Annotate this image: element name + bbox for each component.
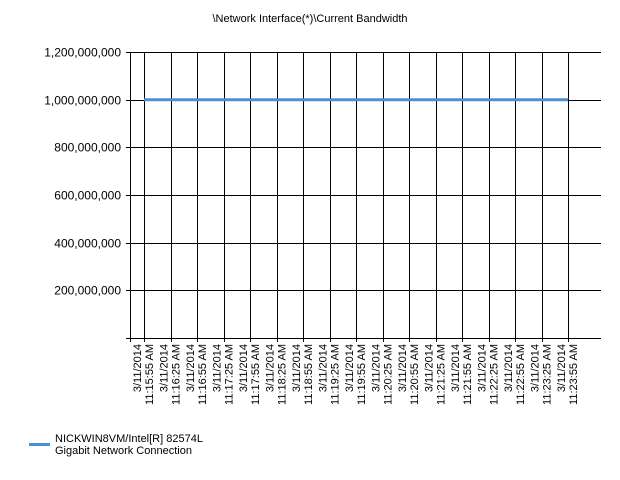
x-tick-date: 3/11/2014 xyxy=(397,344,409,392)
x-tick-label: 3/11/2014 11:16:55 AM xyxy=(185,344,209,405)
y-tick-label: 1,000,000,000 xyxy=(44,94,121,108)
x-tick-label: 3/11/2014 11:17:55 AM xyxy=(238,344,262,405)
x-tick-time: 11:20:55 AM xyxy=(409,344,421,405)
y-tick-label: 200,000,000 xyxy=(54,284,121,298)
x-tick-label: 3/11/2014 11:16:25 AM xyxy=(159,344,183,405)
x-tick-label: 3/11/2014 11:20:25 AM xyxy=(371,344,395,405)
x-tick-time: 11:22:25 AM xyxy=(489,344,501,405)
x-tick-time: 11:23:25 AM xyxy=(542,344,554,405)
x-tick-date: 3/11/2014 xyxy=(344,344,356,392)
x-tick-date: 3/11/2014 xyxy=(318,344,330,392)
y-tick-label: 600,000,000 xyxy=(54,189,121,203)
x-tick-label: 3/11/2014 11:19:25 AM xyxy=(318,344,342,405)
x-tick-time: 11:22:55 AM xyxy=(515,344,527,405)
x-tick-label: 3/11/2014 11:18:25 AM xyxy=(265,344,289,405)
x-tick-date: 3/11/2014 xyxy=(556,344,568,392)
x-tick-time: 11:17:25 AM xyxy=(224,344,236,405)
grid-lines xyxy=(126,52,601,342)
legend-swatch xyxy=(29,443,50,446)
x-tick-label: 3/11/2014 11:18:55 AM xyxy=(291,344,315,405)
x-tick-time: 11:18:55 AM xyxy=(303,344,315,405)
x-tick-time: 11:20:25 AM xyxy=(383,344,395,405)
legend: NICKWIN8VM/Intel[R] 82574L Gigabit Netwo… xyxy=(29,433,329,463)
chart-title: \Network Interface(*)\Current Bandwidth xyxy=(212,13,408,25)
y-tick-label: 400,000,000 xyxy=(54,237,121,251)
x-tick-time: 11:16:25 AM xyxy=(171,344,183,405)
x-tick-time: 11:23:55 AM xyxy=(568,344,580,405)
x-tick-time: 11:16:55 AM xyxy=(197,344,209,405)
x-tick-label: 3/11/2014 11:19:55 AM xyxy=(344,344,368,405)
x-tick-date: 3/11/2014 xyxy=(132,344,144,392)
x-tick-date: 3/11/2014 xyxy=(477,344,489,392)
x-tick-date: 3/11/2014 xyxy=(503,344,515,392)
x-tick-date: 3/11/2014 xyxy=(265,344,277,392)
axes xyxy=(126,52,601,342)
x-tick-date: 3/11/2014 xyxy=(424,344,436,392)
x-tick-date: 3/11/2014 xyxy=(530,344,542,392)
y-tick-label: 1,200,000,000 xyxy=(44,46,121,60)
x-tick-time: 11:15:55 AM xyxy=(144,344,156,405)
x-tick-label: 3/11/2014 11:23:25 AM xyxy=(530,344,554,405)
x-tick-date: 3/11/2014 xyxy=(291,344,303,392)
x-tick-date: 3/11/2014 xyxy=(185,344,197,392)
y-tick-label: 800,000,000 xyxy=(54,141,121,155)
x-tick-label: 3/11/2014 11:21:25 AM xyxy=(424,344,448,405)
x-tick-time: 11:21:25 AM xyxy=(436,344,448,405)
x-tick-time: 11:18:25 AM xyxy=(277,344,289,405)
legend-label: NICKWIN8VM/Intel[R] 82574L Gigabit Netwo… xyxy=(55,433,203,457)
x-tick-time: 11:17:55 AM xyxy=(250,344,262,405)
x-tick-labels: 3/11/2014 11:15:55 AM 3/11/2014 11:16:25 AM… xyxy=(132,344,580,405)
x-tick-date: 3/11/2014 xyxy=(159,344,171,392)
x-tick-label: 3/11/2014 11:22:55 AM xyxy=(503,344,527,405)
x-tick-label: 3/11/2014 11:22:25 AM xyxy=(477,344,501,405)
x-tick-time: 11:21:55 AM xyxy=(462,344,474,405)
x-tick-date: 3/11/2014 xyxy=(371,344,383,392)
x-tick-time: 11:19:55 AM xyxy=(356,344,368,405)
x-tick-date: 3/11/2014 xyxy=(450,344,462,392)
x-tick-label: 3/11/2014 11:21:55 AM xyxy=(450,344,474,405)
x-tick-label: 3/11/2014 11:23:55 AM xyxy=(556,344,580,405)
y-tick-labels: 1,200,000,000 1,000,000,000 800,000,000 600… xyxy=(44,46,121,298)
x-tick-label: 3/11/2014 11:17:25 AM xyxy=(212,344,236,405)
x-tick-date: 3/11/2014 xyxy=(212,344,224,392)
x-tick-time: 11:19:25 AM xyxy=(330,344,342,405)
x-tick-date: 3/11/2014 xyxy=(238,344,250,392)
x-tick-label: 3/11/2014 11:20:55 AM xyxy=(397,344,421,405)
x-tick-label: 3/11/2014 11:15:55 AM xyxy=(132,344,156,405)
